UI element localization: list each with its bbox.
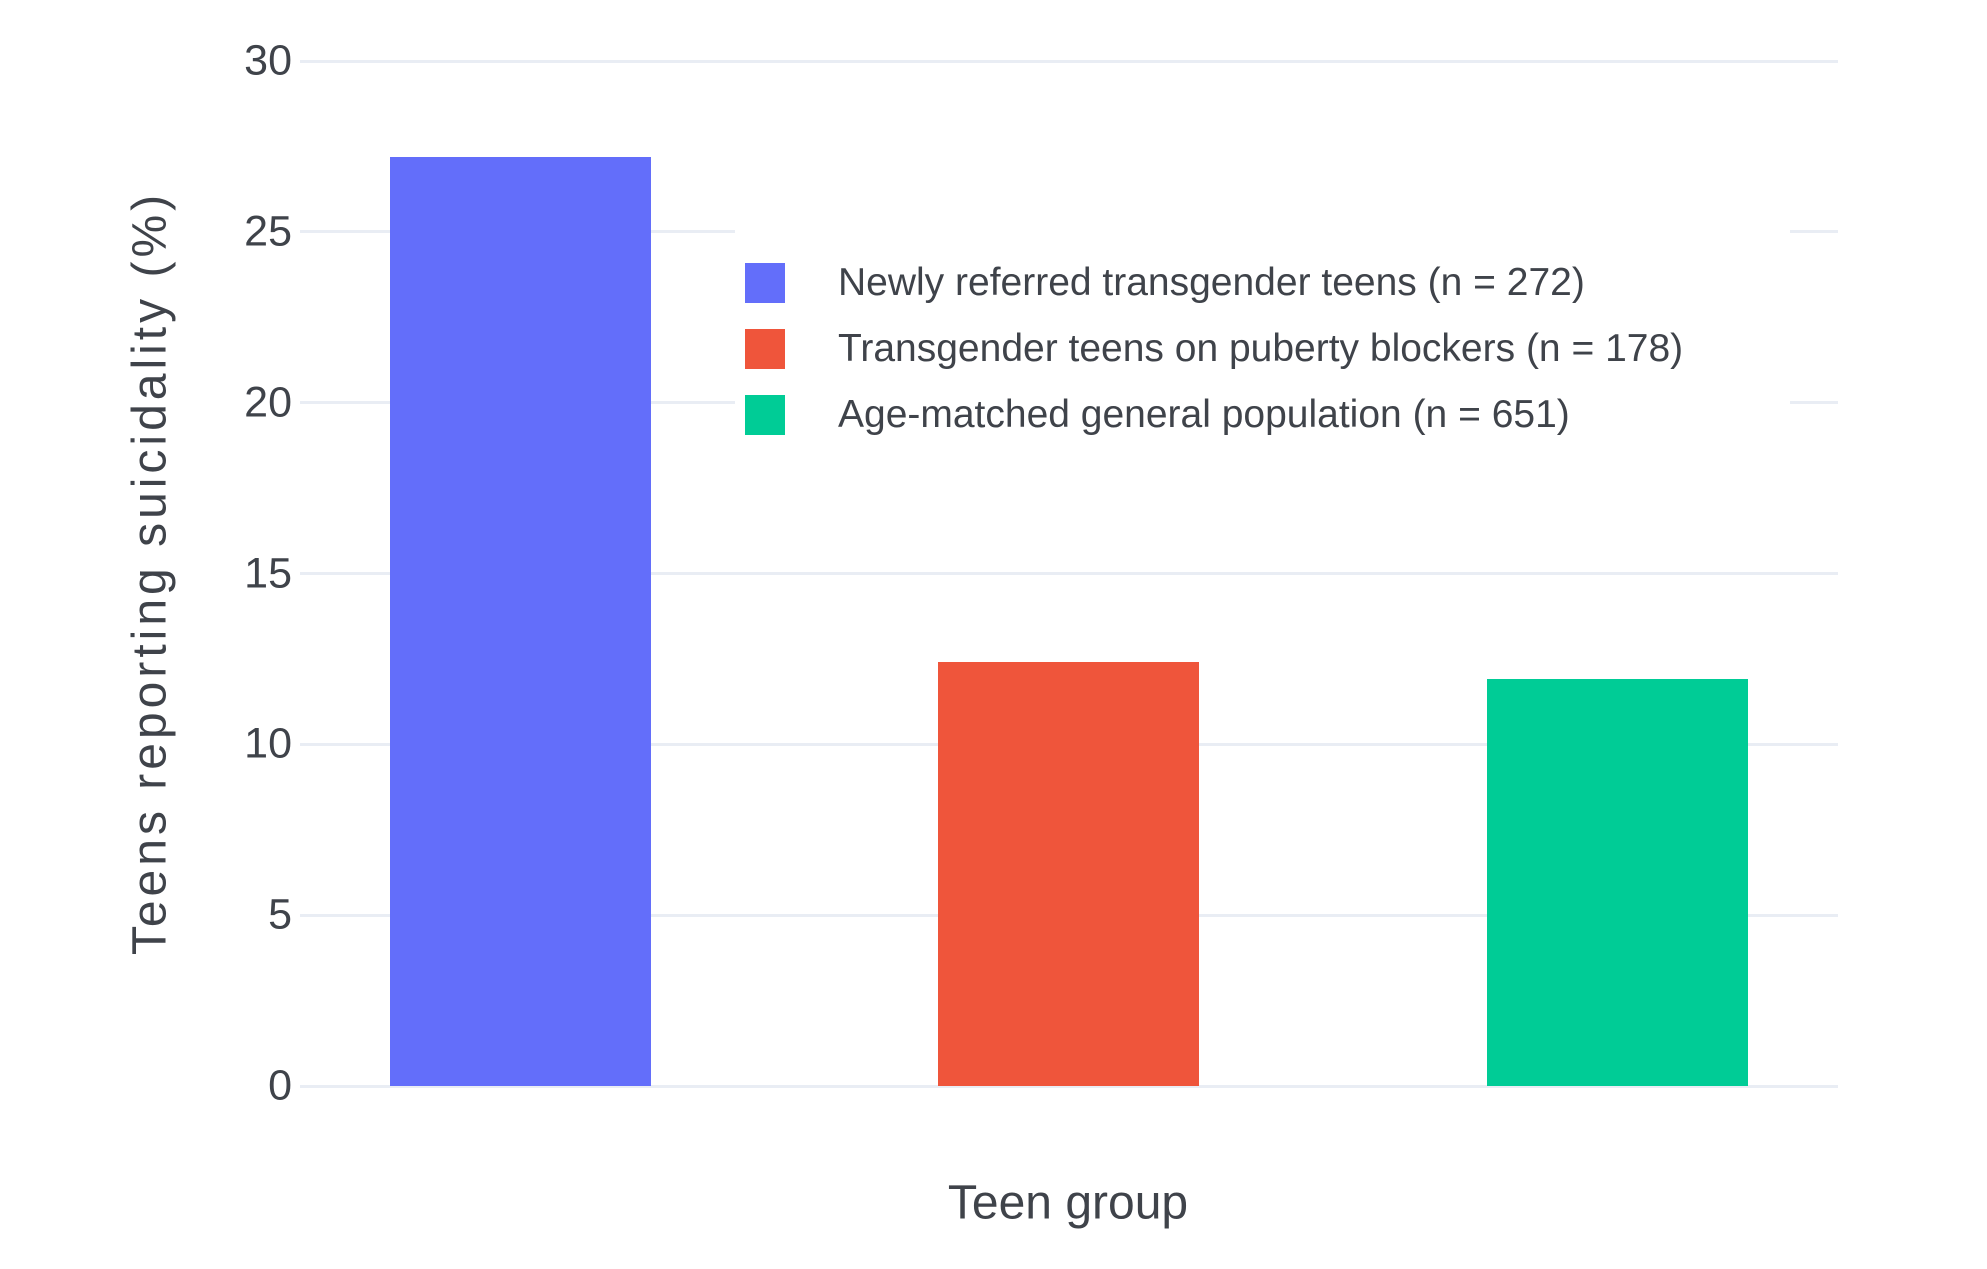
y-tick-label-0: 0 [268, 1061, 292, 1110]
y-tick-label-30: 30 [244, 36, 292, 85]
legend-item-1[interactable]: Newly referred transgender teens (n = 27… [735, 253, 1790, 313]
y-tick-label-5: 5 [268, 890, 292, 939]
legend: Newly referred transgender teens (n = 27… [735, 225, 1790, 470]
gridline-15 [300, 572, 1838, 575]
bar-3[interactable] [1486, 679, 1748, 1086]
legend-label: Transgender teens on puberty blockers (n… [838, 327, 1684, 370]
gridline-0 [300, 1084, 1838, 1088]
gridline-30 [300, 59, 1838, 63]
y-tick-label-10: 10 [244, 719, 292, 768]
legend-item-2[interactable]: Transgender teens on puberty blockers (n… [735, 319, 1790, 379]
legend-swatch-icon [745, 263, 785, 303]
y-tick-label-15: 15 [244, 549, 292, 597]
legend-label: Newly referred transgender teens (n = 27… [838, 261, 1585, 304]
legend-label: Age-matched general population (n = 651) [838, 393, 1570, 436]
bar-2[interactable] [938, 662, 1199, 1086]
bar-1[interactable] [389, 156, 651, 1086]
legend-swatch-icon [745, 329, 785, 369]
y-tick-label-20: 20 [244, 378, 292, 427]
x-axis-title: Teen group [947, 1176, 1189, 1230]
y-tick-label-25: 25 [244, 207, 292, 256]
legend-swatch-icon [745, 395, 785, 435]
legend-item-3[interactable]: Age-matched general population (n = 651) [735, 385, 1790, 445]
y-axis-title: Teens reporting suicidality (%) [123, 190, 177, 956]
